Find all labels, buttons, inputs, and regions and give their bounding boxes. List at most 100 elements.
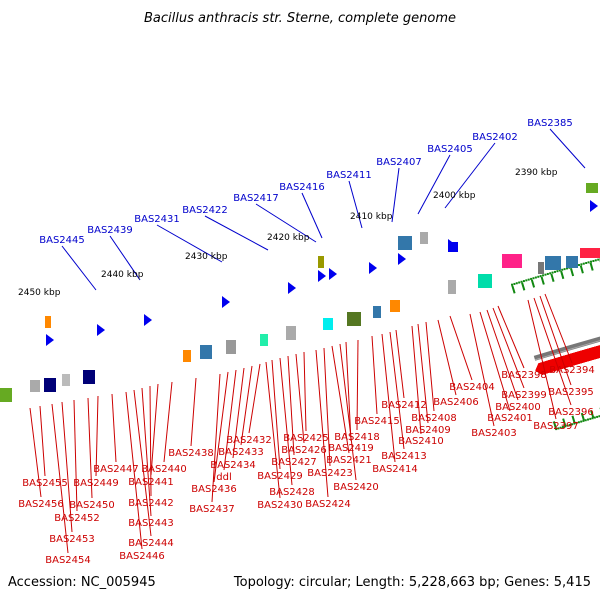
reverse-leader [61, 401, 73, 533]
accession-text: Accession: NC_005945 [8, 575, 156, 590]
scale-dot-outer-34 [592, 259, 595, 262]
reverse-leader [492, 307, 525, 389]
reverse-gene-label: BAS2396 [548, 407, 594, 418]
scale-dot-inner-18 [596, 415, 599, 418]
scale-dot-inner-2 [559, 426, 562, 429]
scale-dot-inner-13 [584, 419, 587, 422]
scale-tick-outer-4 [550, 273, 555, 282]
scale-label: 2430 kbp [185, 252, 228, 262]
domain-box-8 [478, 274, 492, 288]
forward-gene-arrow [288, 282, 296, 294]
scale-tick-inner-1 [562, 418, 567, 427]
domain-box-1 [420, 232, 428, 244]
reverse-leader [303, 351, 307, 432]
scale-dot-inner-15 [589, 417, 592, 420]
forward-leader [391, 167, 400, 223]
reverse-leader [248, 363, 261, 434]
reverse-gene-label: BAS2433 [218, 447, 264, 458]
gene-features [0, 183, 600, 402]
reverse-gene-arrow [588, 342, 600, 360]
reverse-leader [533, 297, 572, 406]
forward-gene-arrow [369, 262, 377, 274]
scale-dot-outer-28 [577, 264, 580, 267]
forward-gene-label: BAS2411 [326, 170, 372, 181]
reverse-leader [389, 331, 405, 450]
reverse-leader [356, 339, 359, 431]
scale-dot-inner-14 [587, 418, 590, 421]
reverse-gene-label: BAS2441 [128, 477, 174, 488]
reverse-gene-label: BAS2414 [372, 464, 418, 475]
scale-dot-outer-5 [522, 280, 525, 283]
forward-leader [549, 128, 586, 169]
forward-leader [348, 180, 363, 229]
reverse-leader [39, 405, 46, 477]
backbone-highlight [534, 340, 600, 361]
reverse-gene-label: BAS2425 [283, 433, 329, 444]
forward-leader [444, 142, 496, 209]
reverse-gene-label: BAS2399 [501, 390, 547, 401]
forward-leader [61, 245, 97, 291]
reverse-leader [149, 385, 152, 497]
domain-box-16 [226, 340, 236, 354]
scale-tick-outer-5 [560, 270, 565, 280]
reverse-leader [486, 309, 519, 401]
forward-leader [417, 154, 451, 215]
scale-dot-outer-29 [580, 263, 583, 266]
genome-title: Bacillus anthracis str. Sterne, complete… [144, 11, 456, 26]
reverse-gene-label: BAS2444 [128, 538, 174, 549]
reverse-gene-label: BAS2394 [549, 365, 595, 376]
scale-dot-outer-3 [518, 281, 521, 284]
reverse-gene-label: BAS2423 [307, 468, 353, 479]
scale-tick-outer-8 [589, 262, 594, 271]
domain-box-14 [286, 326, 296, 340]
scale-dot-outer-14 [544, 273, 547, 276]
scale-dot-outer-8 [530, 277, 533, 280]
forward-gene-label: BAS2405 [427, 144, 473, 155]
scale-tick-outer-7 [579, 265, 584, 274]
scale-dot-inner-10 [577, 421, 580, 424]
reverse-gene-label: BAS2436 [191, 484, 237, 495]
reverse-gene-label: BAS2410 [398, 436, 444, 447]
reverse-gene-label: BAS2427 [271, 457, 317, 468]
scale-dot-outer-10 [534, 276, 537, 279]
scale-dot-inner-1 [557, 427, 560, 430]
reverse-leader [125, 391, 143, 550]
reverse-leader [544, 293, 573, 364]
reverse-leader [331, 345, 350, 454]
reverse-gene-label: BAS2442 [128, 498, 174, 509]
reverse-leader [73, 399, 78, 512]
reverse-leader [141, 387, 152, 517]
reverse-leader [437, 319, 457, 396]
reverse-gene-label: BAS2406 [433, 397, 479, 408]
scale-dot-inner-4 [564, 425, 567, 428]
domain-box-18 [183, 350, 191, 362]
scale-dot-inner-17 [593, 416, 596, 419]
scale-dot-inner-8 [573, 422, 576, 425]
scale-dot-outer-19 [556, 270, 559, 273]
domain-box-20 [62, 374, 70, 386]
reverse-leader [163, 381, 173, 463]
scale-dot-outer-9 [532, 277, 535, 280]
scale-dot-outer-2 [515, 282, 518, 285]
reverse-gene-label: BAS2432 [226, 435, 272, 446]
forward-gene-arrow [318, 270, 326, 282]
reverse-leader [417, 323, 429, 424]
scale-dot-outer-33 [589, 260, 592, 263]
reverse-leader [425, 321, 435, 412]
domain-box-0 [398, 236, 412, 250]
scale-tick-inner-0 [552, 421, 558, 430]
reverse-leader [232, 367, 245, 459]
backbone-arc [533, 336, 600, 361]
scale-label: 2410 kbp [350, 212, 393, 222]
reverse-leader [240, 365, 253, 446]
reverse-gene-label: BAS2412 [381, 400, 427, 411]
reverse-leader [211, 373, 221, 503]
reverse-leader [265, 361, 281, 499]
scale-tick-outer-1 [521, 282, 526, 291]
reverse-gene-label: BAS2449 [73, 478, 119, 489]
domain-box-2 [448, 242, 458, 252]
reverse-leader [539, 295, 572, 386]
reverse-gene-label: BAS2419 [328, 443, 374, 454]
reverse-gene-label: BAS2400 [495, 402, 541, 413]
